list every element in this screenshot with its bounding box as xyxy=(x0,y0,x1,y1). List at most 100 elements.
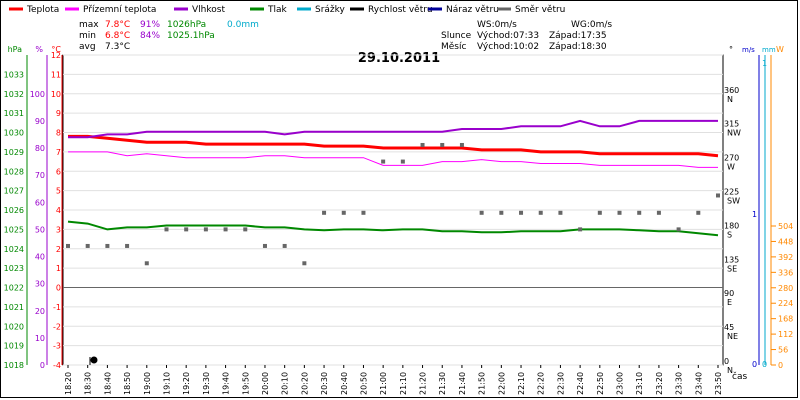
humidity-tick: 90 xyxy=(35,117,45,126)
moon-rise: Východ:10:02 xyxy=(477,42,539,52)
stats-block: max 7.8°C 91% 1026hPa 0.0mm min 6.8°C 84… xyxy=(79,20,612,52)
humidity-tick: 20 xyxy=(35,307,45,316)
pressure-tick: 1033 xyxy=(4,70,24,79)
wind-direction-point xyxy=(381,159,386,164)
pressure-tick: 1022 xyxy=(4,284,24,293)
x-tick-label: 23:50 xyxy=(714,372,723,395)
wind-direction-tick: 90 xyxy=(724,289,734,298)
x-tick-label: 23:20 xyxy=(655,372,664,395)
x-tick-label: 23:30 xyxy=(675,372,684,395)
pressure-unit: hPa xyxy=(8,45,23,54)
humidity-tick: 80 xyxy=(35,144,45,153)
wind-direction-point xyxy=(479,210,484,215)
wind-direction-point xyxy=(558,210,563,215)
wind-direction-label: NE xyxy=(727,332,738,341)
avg-temp: 7.3°C xyxy=(105,42,130,52)
x-tick-label: 22:30 xyxy=(556,372,565,395)
wind-direction-point xyxy=(243,227,248,232)
pressure-tick: 1024 xyxy=(4,245,24,254)
sun-set: Západ:17:35 xyxy=(549,31,607,41)
solar-tick: 0 xyxy=(778,361,783,370)
min-label: min xyxy=(79,31,96,41)
wind-direction-label: S xyxy=(727,230,732,239)
wind-direction-point xyxy=(656,210,661,215)
left-axes: -4-3-2-10123456789101112°C01020304050607… xyxy=(4,45,63,370)
legend-item: Rychlost větru xyxy=(350,5,433,15)
temperature-tick: 10 xyxy=(51,90,61,99)
legend-item: Srážky xyxy=(297,5,346,15)
x-tick-label: 23:10 xyxy=(635,372,644,395)
temperature-tick: 4 xyxy=(56,206,61,215)
max-temp: 7.8°C xyxy=(105,20,130,30)
solar-unit: W xyxy=(776,45,784,54)
x-tick-label: 20:20 xyxy=(300,372,309,395)
x-tick-label: 22:20 xyxy=(537,372,546,395)
legend-label: Vlhkost xyxy=(192,5,225,15)
humidity-tick: 40 xyxy=(35,253,45,262)
legend: Teplota Přízemní teplota Vlhkost Tlak Srážky… xyxy=(9,5,565,15)
humidity-tick: 10 xyxy=(35,334,45,343)
solar-tick: 392 xyxy=(778,253,793,262)
legend-item: Vlhkost xyxy=(174,5,225,15)
temperature-tick: -1 xyxy=(53,303,61,312)
temperature-tick: 0 xyxy=(56,284,61,293)
pressure-tick: 1019 xyxy=(4,342,24,351)
legend-item: Tlak xyxy=(250,5,288,15)
temperature-tick: 3 xyxy=(56,225,61,234)
wind-direction-point xyxy=(696,210,701,215)
pressure-tick: 1029 xyxy=(4,148,24,157)
rain-unit: mm xyxy=(762,46,776,54)
x-tick-label: 19:40 xyxy=(222,372,231,395)
series-layer xyxy=(66,119,720,365)
temperature-tick: 5 xyxy=(56,187,61,196)
wind-direction-point xyxy=(637,210,642,215)
wind-direction-tick: 225 xyxy=(724,187,739,196)
legend-item: Směr větru xyxy=(497,5,565,15)
max-humidity: 91% xyxy=(140,20,160,30)
wind-direction-point xyxy=(578,227,583,232)
legend-label: Směr větru xyxy=(515,5,565,15)
solar-tick: 280 xyxy=(778,284,793,293)
x-tick-label: 22:10 xyxy=(517,372,526,395)
humidity-tick: 30 xyxy=(35,280,45,289)
wind-direction-label: W xyxy=(727,163,735,172)
x-tick-label: 23:00 xyxy=(616,372,625,395)
wind-direction-point xyxy=(716,193,720,198)
wind-speed-unit: m/s xyxy=(742,46,755,54)
wind-direction-point xyxy=(203,227,208,232)
wind-direction-point xyxy=(617,210,622,215)
temperature-tick: 11 xyxy=(51,70,61,79)
x-tick-label: 21:50 xyxy=(478,372,487,395)
pressure-tick: 1021 xyxy=(4,303,24,312)
min-pressure: 1025.1hPa xyxy=(167,31,215,41)
humidity-tick: 100 xyxy=(30,90,45,99)
wind-direction-point xyxy=(164,227,169,232)
min-humidity: 84% xyxy=(140,31,160,41)
wind-direction-point xyxy=(262,243,267,248)
temperature-tick: 9 xyxy=(56,109,61,118)
wind-direction-label: N xyxy=(727,366,733,375)
right-axes: °0N45NE90E135SE180S225SW270W315NW360Nm/s… xyxy=(724,45,793,375)
wind-direction-point xyxy=(400,159,405,164)
wind-direction-point xyxy=(144,261,149,266)
wind-direction-tick: 315 xyxy=(724,120,739,129)
humidity-tick: 0 xyxy=(40,361,45,370)
legend-label: Rychlost větru xyxy=(368,5,433,15)
solar-tick: 504 xyxy=(778,222,793,231)
wind-direction-label: SW xyxy=(727,196,740,205)
wind-speed-tick: 1 xyxy=(752,210,757,219)
legend-item: Náraz větru xyxy=(428,5,499,15)
x-tick-label: 18:30 xyxy=(84,372,93,395)
wind-direction-tick: 45 xyxy=(724,323,734,332)
x-axis-label: čas xyxy=(732,371,747,382)
humidity-tick: 60 xyxy=(35,198,45,207)
x-tick-label: 19:50 xyxy=(241,372,250,395)
humidity-tick: 70 xyxy=(35,171,45,180)
series-line xyxy=(68,151,718,168)
pressure-tick: 1031 xyxy=(4,109,24,118)
x-tick-label: 19:20 xyxy=(182,372,191,395)
wind-direction-point xyxy=(302,261,307,266)
solar-tick: 56 xyxy=(778,346,788,355)
wind-direction-point xyxy=(420,142,425,147)
